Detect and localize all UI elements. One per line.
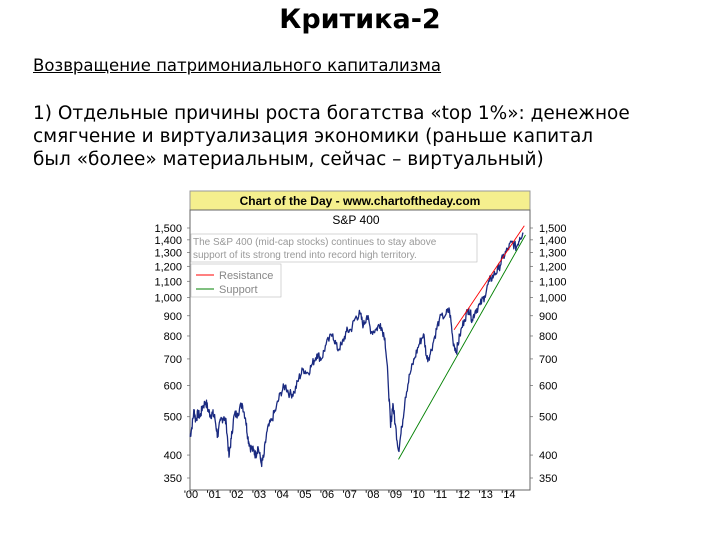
y-tick-label-left: 800 bbox=[164, 331, 182, 343]
y-tick-label-right: 1,300 bbox=[539, 248, 567, 260]
body-text: 1) Отдельные причины роста богатства «to… bbox=[33, 102, 703, 171]
y-tick-label-right: 1,200 bbox=[539, 261, 567, 273]
y-tick-label-left: 1,300 bbox=[154, 248, 182, 260]
y-tick-label-left: 700 bbox=[164, 354, 182, 366]
y-tick-label-right: 900 bbox=[539, 311, 557, 323]
x-tick-label: '05 bbox=[297, 489, 311, 501]
body-line: 1) Отдельные причины роста богатства «to… bbox=[33, 103, 630, 124]
x-tick-label: '00 bbox=[184, 489, 198, 501]
y-tick-label-left: 600 bbox=[164, 380, 182, 392]
legend-label-support: Support bbox=[219, 284, 258, 296]
y-tick-label-right: 1,400 bbox=[539, 235, 567, 247]
y-tick-label-right: 700 bbox=[539, 354, 557, 366]
x-tick-label: '04 bbox=[274, 489, 288, 501]
y-tick-label-left: 1,400 bbox=[154, 235, 182, 247]
y-tick-label-right: 400 bbox=[539, 450, 557, 462]
plot-layer bbox=[189, 225, 526, 468]
x-tick-label: '06 bbox=[320, 489, 334, 501]
slide-subtitle: Возвращение патримониального капитализма bbox=[33, 56, 442, 75]
y-tick-label-left: 500 bbox=[164, 412, 182, 424]
legend-box bbox=[190, 263, 282, 298]
y-tick-label-left: 1,500 bbox=[154, 223, 182, 235]
x-tick-label: '03 bbox=[252, 489, 266, 501]
legend-label-resistance: Resistance bbox=[219, 270, 273, 282]
y-tick-label-right: 1,100 bbox=[539, 276, 567, 288]
y-tick-label-left: 1,200 bbox=[154, 261, 182, 273]
y-tick-label-right: 1,500 bbox=[539, 223, 567, 235]
annotation-line: support of its strong trend into record … bbox=[193, 250, 417, 261]
y-tick-label-left: 350 bbox=[164, 473, 182, 485]
y-tick-label-left: 400 bbox=[164, 450, 182, 462]
series-line-support bbox=[398, 234, 526, 460]
x-tick-label: '12 bbox=[456, 489, 470, 501]
x-tick-label: '08 bbox=[365, 489, 379, 501]
x-tick-label: '07 bbox=[342, 489, 356, 501]
x-tick-label: '14 bbox=[501, 489, 515, 501]
y-tick-label-right: 600 bbox=[539, 380, 557, 392]
body-line: был «более» материальным, сейчас – вирту… bbox=[33, 149, 544, 170]
x-tick-label: '10 bbox=[410, 489, 424, 501]
slide-title: Критика-2 bbox=[279, 4, 441, 35]
chart-title: S&P 400 bbox=[332, 213, 379, 227]
x-tick-label: '11 bbox=[434, 489, 448, 501]
y-tick-label-right: 800 bbox=[539, 331, 557, 343]
chart-header: Chart of the Day - www.chartoftheday.com bbox=[240, 194, 481, 208]
annotation-box bbox=[190, 233, 478, 263]
series-line-resistance bbox=[453, 225, 525, 330]
x-tick-label: '02 bbox=[229, 489, 243, 501]
y-tick-label-left: 1,100 bbox=[154, 276, 182, 288]
y-tick-label-left: 1,000 bbox=[154, 293, 182, 305]
x-tick-label: '01 bbox=[206, 489, 220, 501]
y-tick-label-right: 1,000 bbox=[539, 293, 567, 305]
y-tick-label-right: 350 bbox=[539, 473, 557, 485]
y-tick-label-right: 500 bbox=[539, 412, 557, 424]
x-tick-label: '13 bbox=[478, 489, 492, 501]
y-tick-label-left: 900 bbox=[164, 311, 182, 323]
series-line-s-p-400 bbox=[189, 232, 524, 468]
x-tick-label: '09 bbox=[388, 489, 402, 501]
annotation-line: The S&P 400 (mid-cap stocks) continues t… bbox=[193, 237, 437, 248]
body-line: смягчение и виртуализация экономики (ран… bbox=[33, 126, 594, 147]
